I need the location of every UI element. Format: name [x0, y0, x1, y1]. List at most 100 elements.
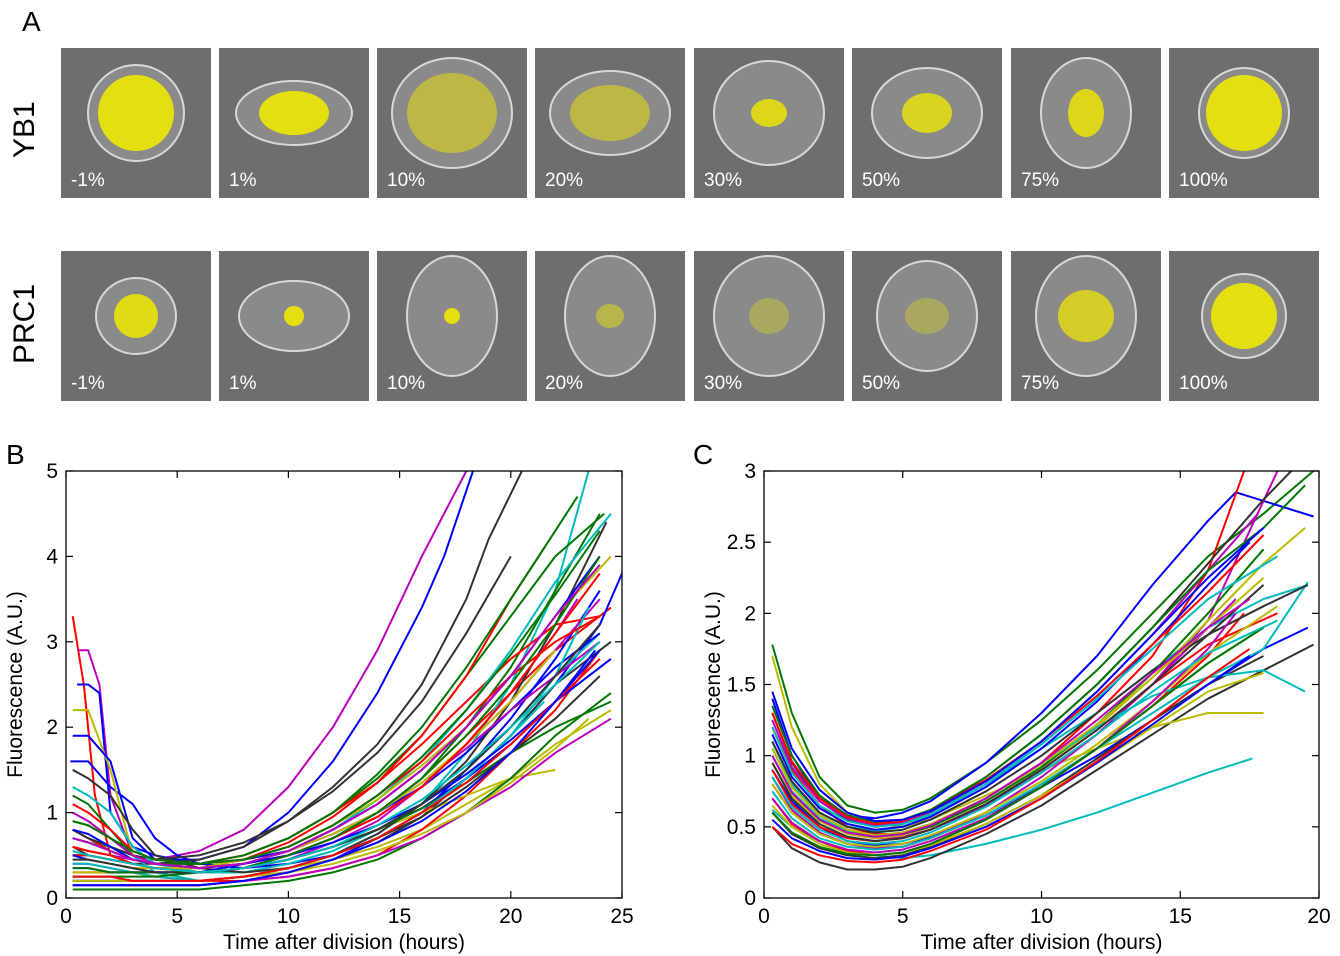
series-line — [772, 471, 1277, 838]
micrograph-tile: 75% — [1011, 48, 1161, 198]
series-line — [77, 471, 466, 860]
micrograph-tile: -1% — [61, 48, 211, 198]
micrograph-tile: 1% — [219, 48, 369, 198]
percent-label: 20% — [545, 170, 583, 192]
series-line — [772, 613, 1277, 841]
x-tick-label: 15 — [388, 905, 411, 928]
series-line — [772, 628, 1308, 846]
series-line — [73, 522, 607, 872]
series-line — [772, 613, 1236, 852]
y-tick-label: 1 — [46, 802, 58, 825]
series-line — [772, 628, 1263, 856]
series-line — [73, 642, 600, 873]
series-line — [73, 471, 522, 864]
series-line — [73, 514, 611, 868]
series-line — [73, 531, 600, 864]
micrograph-tile: 50% — [852, 48, 1002, 198]
series-line — [772, 492, 1313, 818]
percent-label: 1% — [229, 170, 256, 192]
y-axis-label: Fluorescence (A.U.) — [4, 591, 27, 778]
percent-label: 50% — [862, 373, 900, 395]
series-line — [73, 556, 600, 872]
series-group — [70, 471, 622, 890]
micrograph-tile: 100% — [1169, 48, 1319, 198]
x-tick-label: 25 — [610, 905, 633, 928]
percent-label: 75% — [1021, 373, 1059, 395]
y-tick-label: 3 — [744, 460, 756, 483]
series-line — [772, 528, 1263, 821]
y-tick-label: 2 — [744, 602, 756, 625]
series-group — [772, 471, 1313, 870]
series-line — [772, 471, 1244, 834]
y-tick-label: 2 — [46, 716, 58, 739]
micrograph-tile: 20% — [535, 48, 685, 198]
series-line — [73, 659, 600, 881]
series-line — [772, 471, 1291, 827]
series-line — [73, 625, 600, 873]
series-line — [73, 497, 578, 864]
series-line — [73, 650, 596, 885]
x-tick-label: 15 — [1169, 905, 1192, 928]
y-tick-label: 0.5 — [727, 816, 756, 839]
percent-label: 50% — [862, 170, 900, 192]
series-line — [772, 514, 1258, 826]
micrograph-tile: 50% — [852, 251, 1002, 401]
series-line — [73, 693, 611, 890]
series-line — [73, 599, 578, 872]
series-line — [73, 659, 611, 868]
y-axis-label: Fluorescence (A.U.) — [702, 591, 725, 778]
series-line — [772, 578, 1263, 836]
fluorescent-signal — [596, 304, 624, 328]
series-line — [73, 719, 589, 881]
micrograph-tile: 75% — [1011, 251, 1161, 401]
series-line — [772, 656, 1263, 827]
percent-label: 75% — [1021, 170, 1059, 192]
series-line — [73, 471, 589, 881]
series-line — [73, 556, 600, 872]
micrograph-tile: 30% — [694, 48, 844, 198]
row-label-prc1: PRC1 — [8, 284, 42, 364]
fluorescent-signal — [905, 298, 949, 334]
series-line — [772, 585, 1308, 833]
micrograph-tile: 10% — [377, 251, 527, 401]
micrograph-tile: 100% — [1169, 251, 1319, 401]
percent-label: -1% — [71, 373, 105, 395]
micrograph-tile: 20% — [535, 251, 685, 401]
fluorescent-signal — [1058, 290, 1114, 342]
series-line — [772, 645, 1313, 870]
series-line — [772, 656, 1249, 860]
y-tick-label: 0 — [46, 887, 58, 910]
fluorescent-signal — [444, 308, 460, 324]
series-line — [77, 471, 473, 860]
series-line — [73, 642, 611, 885]
series-line — [73, 574, 600, 873]
x-tick-label: 5 — [897, 905, 909, 928]
series-line — [772, 556, 1277, 826]
fluorescent-signal — [114, 294, 158, 338]
series-line — [772, 613, 1244, 855]
series-line — [73, 676, 511, 868]
x-tick-label: 10 — [277, 905, 300, 928]
series-line — [73, 616, 600, 864]
series-line — [772, 656, 1263, 858]
series-line — [73, 719, 611, 886]
fluorescent-signal — [407, 73, 497, 153]
series-line — [73, 548, 545, 868]
percent-label: 20% — [545, 373, 583, 395]
series-line — [73, 616, 600, 864]
fluorescent-signal — [1211, 283, 1277, 349]
series-line — [772, 582, 1308, 850]
panel-letter: C — [693, 439, 713, 470]
series-line — [73, 591, 600, 881]
series-line — [772, 542, 1249, 830]
series-line — [73, 642, 600, 868]
series-line — [772, 549, 1263, 835]
series-line — [772, 585, 1263, 841]
series-line — [73, 514, 600, 873]
percent-label: 10% — [387, 170, 425, 192]
series-line — [70, 574, 622, 869]
series-line — [73, 650, 556, 868]
x-tick-label: 5 — [171, 905, 183, 928]
x-axis-label: Time after division (hours) — [223, 931, 465, 954]
series-line — [772, 628, 1263, 849]
